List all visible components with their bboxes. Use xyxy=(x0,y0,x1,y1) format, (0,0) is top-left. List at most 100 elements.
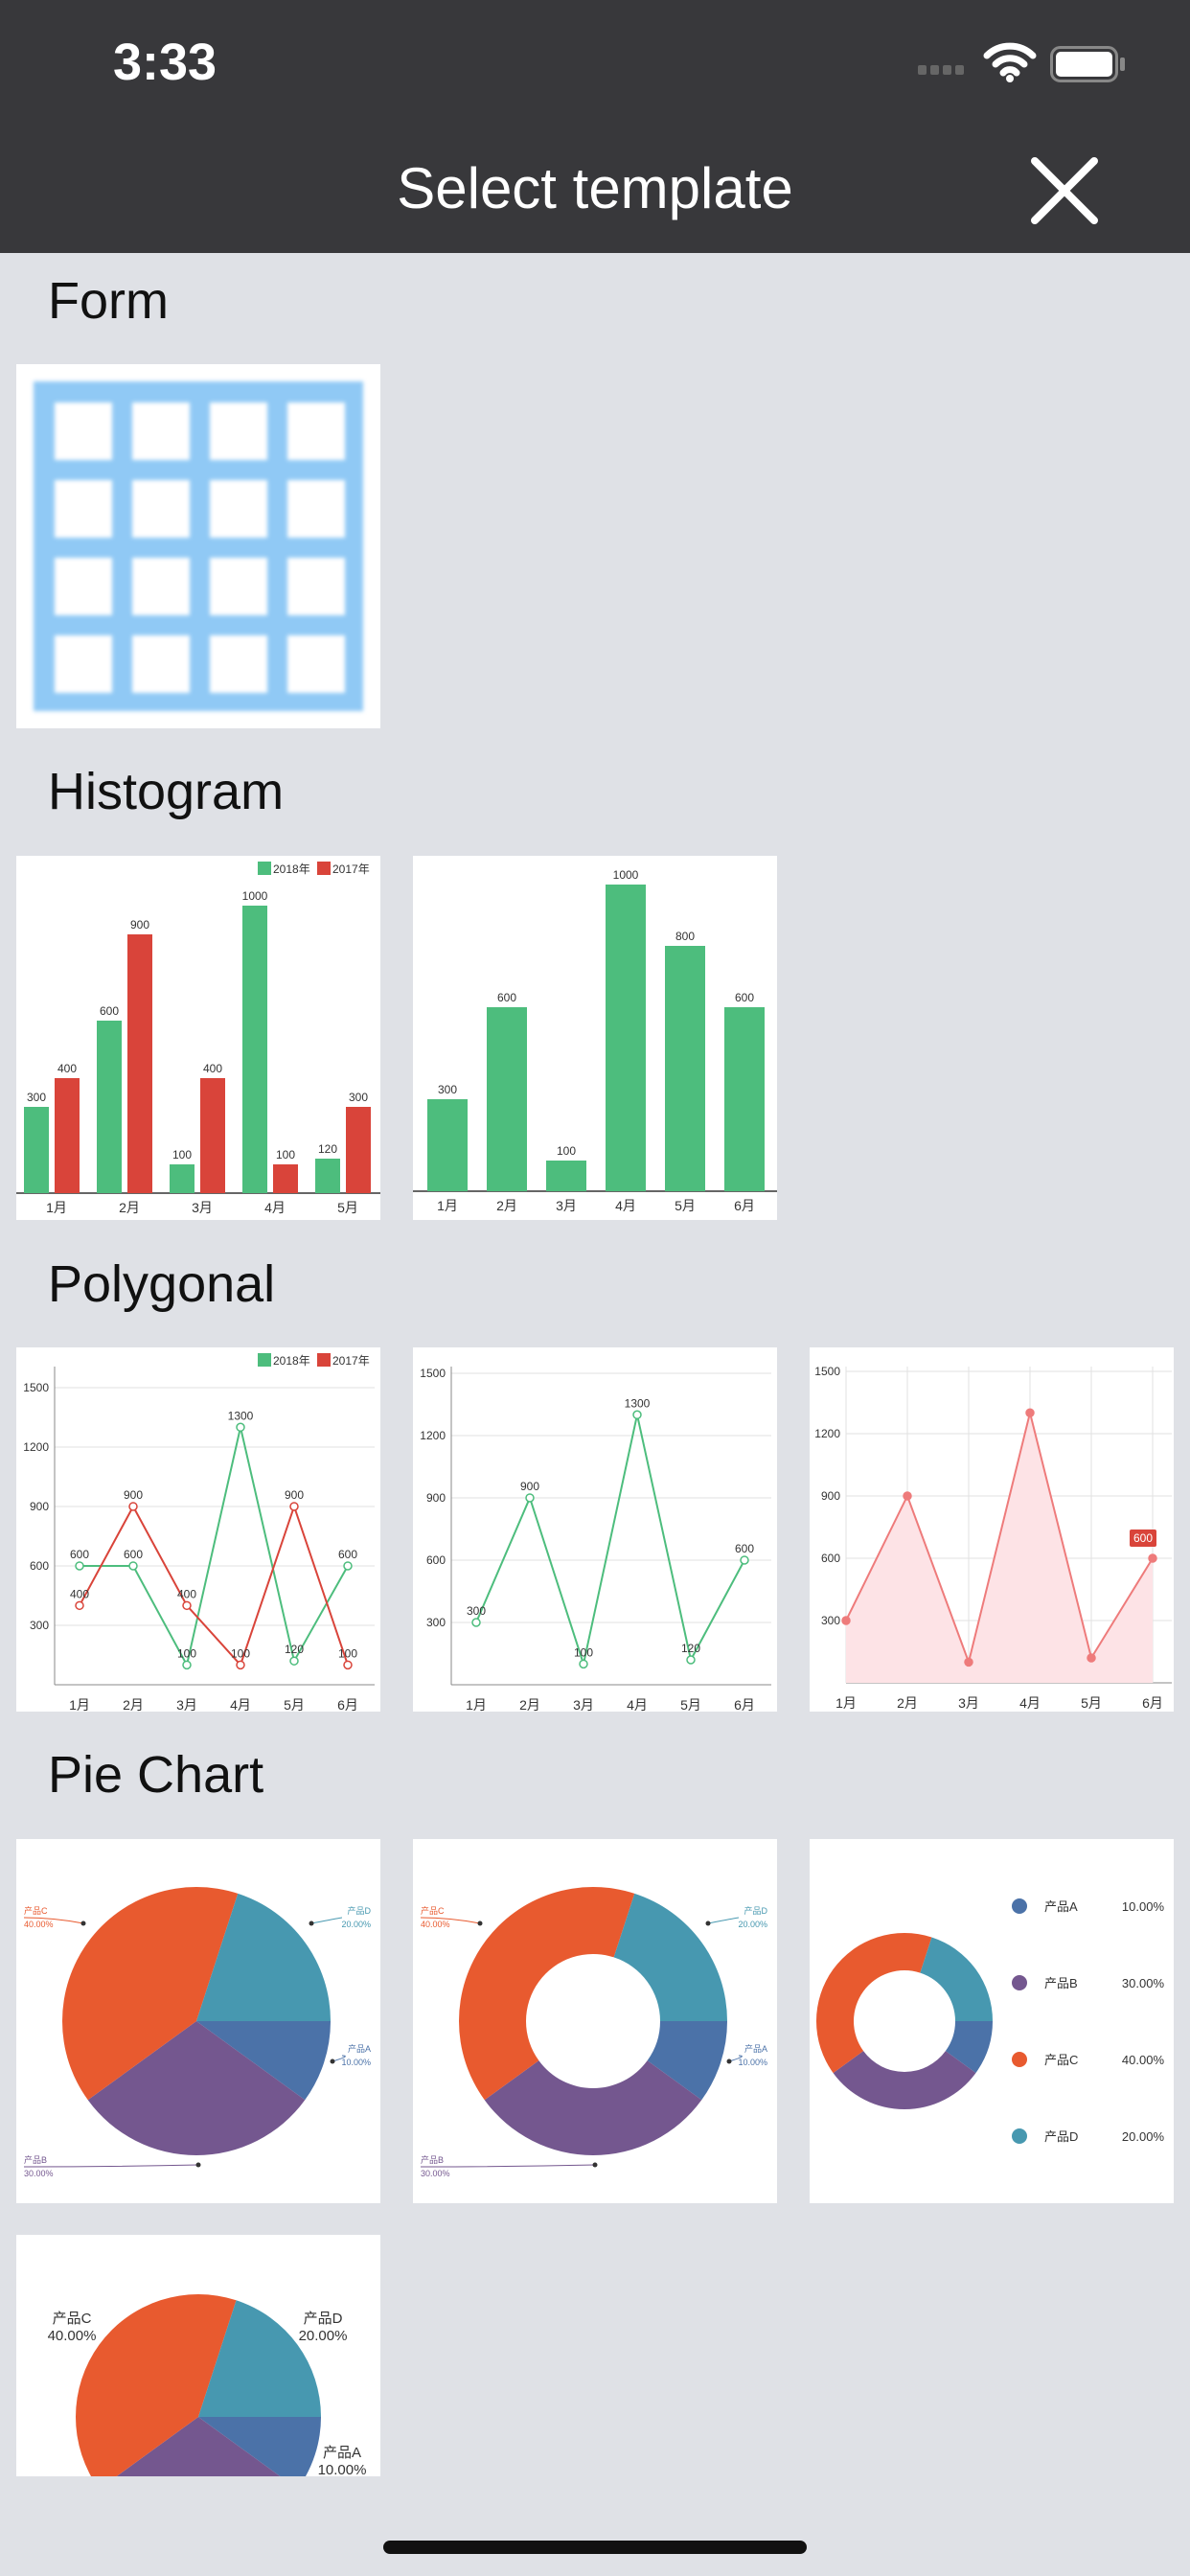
data-point xyxy=(686,1655,696,1665)
legend-percent: 40.00% xyxy=(1122,2053,1165,2067)
bar-value-label: 400 xyxy=(57,1062,77,1075)
callout-name: 产品D xyxy=(744,1905,768,1916)
series-line xyxy=(475,1414,745,1668)
callout-percent: 10.00% xyxy=(738,2058,767,2067)
bar xyxy=(242,906,267,1193)
y-tick-label: 600 xyxy=(30,1559,49,1573)
table-cell xyxy=(55,635,112,693)
bar xyxy=(127,934,152,1193)
x-tick-label: 5月 xyxy=(337,1200,358,1215)
legend-label: 产品D xyxy=(1044,2129,1078,2144)
callout-line xyxy=(420,1917,481,1924)
template-bar-grouped[interactable]: 2018年 2017年 300 400 1月 600 900 2月 100 400 3月 1000 10… xyxy=(16,856,380,1220)
data-point xyxy=(343,1561,353,1571)
template-line-multi[interactable]: 300 600 900 1200 1500 1月 2月 3月 4月 5月 6月 600 600 100 13… xyxy=(16,1347,380,1712)
data-point xyxy=(1148,1553,1157,1563)
template-line-single[interactable]: 300 600 900 1200 1500 1月 2月 3月 4月 5月 6月 300 900 100 13… xyxy=(413,1347,777,1712)
x-tick-label: 1月 xyxy=(835,1695,857,1711)
pie-slice xyxy=(196,1893,331,2021)
slice-percent: 20.00% xyxy=(299,2328,348,2344)
pie-slice xyxy=(459,1887,635,2101)
callout-dot xyxy=(330,2058,335,2064)
slice-name: 产品C xyxy=(53,2311,92,2327)
status-time: 3:33 xyxy=(113,34,217,91)
multi-line-chart: 300 600 900 1200 1500 1月 2月 3月 4月 5月 6月 600 600 100 13… xyxy=(23,1353,375,1712)
legend-swatch xyxy=(1012,1975,1027,1990)
bar xyxy=(546,1161,586,1191)
pie-slice xyxy=(61,1887,239,2101)
bar-value-label: 600 xyxy=(735,991,754,1004)
callout-line xyxy=(332,2055,346,2062)
x-tick-label: 3月 xyxy=(958,1695,979,1711)
template-form-table[interactable] xyxy=(16,364,380,728)
template-pie-labeled[interactable]: 产品C 40.00% 产品D 20.00% 产品A 10.00% xyxy=(16,2235,380,2476)
callout-dot xyxy=(309,1920,314,1926)
slice-name: 产品A xyxy=(323,2445,361,2461)
data-point xyxy=(128,1502,138,1511)
template-pie[interactable]: 产品C 40.00% 产品D 20.00% 产品A 10.00% 产品B 30.00% xyxy=(16,1839,380,2203)
point-value-label: 300 xyxy=(467,1604,486,1618)
bar-value-label: 800 xyxy=(675,930,695,943)
data-point xyxy=(75,1561,84,1571)
template-doughnut[interactable]: 产品C 40.00% 产品D 20.00% 产品A 10.00% 产品B 30.00% xyxy=(413,1839,777,2203)
cellular-signal-icon xyxy=(918,65,964,75)
template-bar-single[interactable]: 300 1月 600 2月 100 3月 1000 4月 800 5月 600 6月 xyxy=(413,856,777,1220)
y-tick-label: 300 xyxy=(426,1616,446,1629)
point-value-label: 900 xyxy=(520,1480,539,1493)
data-point xyxy=(841,1616,851,1625)
callout-percent: 30.00% xyxy=(421,2169,450,2178)
bar xyxy=(200,1078,225,1193)
area-fill xyxy=(846,1413,1153,1683)
home-indicator xyxy=(383,2541,807,2554)
bar-value-label: 900 xyxy=(130,918,149,932)
y-tick-label: 300 xyxy=(30,1619,49,1632)
y-tick-label: 300 xyxy=(821,1614,840,1627)
point-value-label: 1300 xyxy=(228,1409,254,1422)
callout-dot xyxy=(592,2162,598,2168)
battery-icon xyxy=(1050,46,1125,82)
legend-swatch xyxy=(1012,2052,1027,2067)
grouped-bar-chart: 2018年 2017年 300 400 1月 600 900 2月 100 400 3月 1000 10… xyxy=(16,862,380,1215)
x-tick-label: 4月 xyxy=(1019,1695,1041,1711)
section-form: Form xyxy=(48,272,169,330)
y-tick-label: 1200 xyxy=(814,1427,840,1440)
callout-line xyxy=(707,1917,740,1924)
bar-value-label: 300 xyxy=(349,1091,368,1104)
legend-swatch-2017 xyxy=(317,862,331,875)
template-doughnut-legend[interactable]: 产品A 10.00% 产品B 30.00% 产品C 40.00% 产品D 20.00% xyxy=(810,1839,1174,2203)
point-value-label: 100 xyxy=(231,1646,250,1660)
callout-dot xyxy=(726,2058,732,2064)
close-icon xyxy=(1031,157,1098,224)
legend-label-2017: 2017年 xyxy=(332,1354,370,1368)
table-cell xyxy=(132,480,190,538)
pie-slice xyxy=(613,1893,727,2021)
line-chart: 300 600 900 1200 1500 1月 2月 3月 4月 5月 6月 300 900 100 13… xyxy=(420,1367,771,1712)
x-tick-label: 2月 xyxy=(519,1697,540,1712)
y-tick-label: 1500 xyxy=(23,1381,49,1394)
y-tick-label: 1200 xyxy=(420,1429,446,1442)
wifi-icon xyxy=(983,42,1037,82)
table-cell xyxy=(55,402,112,460)
pie-slice xyxy=(198,2300,321,2417)
x-tick-label: 2月 xyxy=(496,1198,517,1213)
data-point xyxy=(289,1656,299,1666)
template-area[interactable]: 300 600 900 1200 1500 1月 2月 3月 4月 5月 6月 600 xyxy=(810,1347,1174,1712)
callout-name: 产品A xyxy=(744,2043,767,2054)
point-value-label: 120 xyxy=(681,1642,700,1655)
y-tick-label: 900 xyxy=(821,1489,840,1503)
x-tick-label: 1月 xyxy=(437,1198,458,1213)
data-point xyxy=(236,1422,245,1433)
legend-label: 产品A xyxy=(1044,1899,1078,1914)
bar-value-label: 100 xyxy=(276,1148,295,1162)
point-value-label: 1300 xyxy=(625,1396,651,1410)
y-tick-label: 1200 xyxy=(23,1440,49,1454)
bar xyxy=(427,1099,468,1191)
series-line xyxy=(79,1503,349,1668)
close-button[interactable] xyxy=(1031,157,1098,224)
data-point xyxy=(182,1600,192,1611)
table-cell xyxy=(132,635,190,693)
bar-value-label: 1000 xyxy=(242,889,268,903)
area-chart: 300 600 900 1200 1500 1月 2月 3月 4月 5月 6月 600 xyxy=(814,1365,1172,1711)
bar xyxy=(606,885,646,1191)
